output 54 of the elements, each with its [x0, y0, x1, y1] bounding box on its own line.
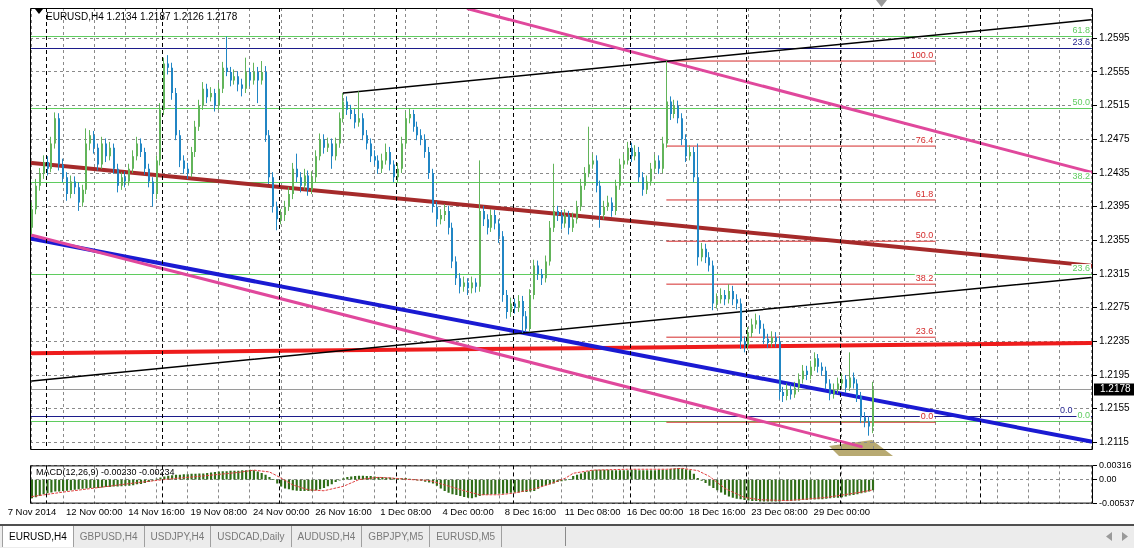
x-tick-label: 7 Nov 2014: [7, 505, 57, 517]
y-tick-label: 1.2595: [1099, 32, 1131, 44]
annotation: 61.8: [1072, 24, 1090, 35]
y-tick-label: 1.2475: [1099, 133, 1131, 145]
x-tick-label: 26 Nov 16:00: [315, 505, 372, 517]
series-label: 38.2: [915, 273, 934, 284]
annotation: 0.0: [1077, 410, 1090, 421]
chart-title: MACD(12,26,9) -0.00230 -0.00234: [36, 467, 175, 478]
x-tick-label: 18 Dec 16:00: [688, 505, 746, 517]
x-tick-label: 16 Dec 00:00: [626, 505, 684, 517]
tab: EURUSD,M5: [430, 526, 503, 547]
x-tick-label: 8 Dec 16:00: [504, 505, 556, 517]
y-tick-label: 1.2515: [1099, 99, 1131, 111]
annotation: 0.0: [1059, 405, 1073, 416]
y-tick-label: 1.2115: [1099, 436, 1130, 448]
x-tick-label: 19 Nov 08:00: [190, 505, 248, 517]
y-tick-label: 1.2195: [1099, 368, 1131, 380]
tab: USDCAD,Daily: [211, 526, 292, 547]
y-tick-label: 1.2155: [1099, 402, 1131, 414]
y-tick-label: 0.00316: [1099, 459, 1132, 470]
x-tick-label: 23 Dec 08:00: [751, 505, 808, 517]
series-label: 100.0: [910, 50, 934, 61]
annotation: 38.2: [1072, 171, 1090, 182]
series-label: 23.6: [915, 326, 934, 337]
x-tick-label: 12 Nov 00:00: [65, 505, 123, 517]
tab: GBPUSD,H4: [73, 526, 145, 547]
annotation: 23.6: [1072, 263, 1090, 274]
series-label: 76.4: [915, 135, 934, 146]
y-tick-label: 1.2435: [1099, 166, 1131, 178]
y-tick-label: 1.2555: [1099, 65, 1131, 77]
y-tick-label: 1.2395: [1099, 200, 1131, 212]
y-tick-label: 1.2275: [1099, 301, 1131, 313]
x-tick-label: 4 Dec 00:00: [442, 505, 494, 517]
x-tick-label: 11 Dec 08:00: [564, 505, 621, 517]
y-tick-label: 0.00: [1099, 474, 1117, 485]
y-tick-label: 1.2315: [1099, 267, 1131, 279]
x-tick-label: 24 Nov 00:00: [252, 505, 310, 517]
x-tick-label: 14 Nov 16:00: [128, 505, 185, 517]
series-label: 50.0: [915, 230, 934, 241]
series-label: 61.8: [915, 188, 934, 199]
tab: GBPJPY,M5: [362, 526, 431, 547]
y-tick-label: 1.2355: [1099, 234, 1131, 246]
tab: EURUSD,H4: [2, 526, 74, 547]
x-tick-label: 29 Dec 00:00: [813, 505, 871, 517]
tab: USDJPY,H4: [144, 526, 212, 547]
x-tick-label: 1 Dec 08:00: [380, 505, 432, 517]
annotation: 23.6: [1072, 37, 1090, 48]
tab: AUDUSD,H4: [291, 526, 363, 547]
ref-line-label: 1.2178: [1100, 383, 1132, 395]
y-tick-label: 1.2235: [1099, 335, 1131, 347]
annotation: 50.0: [1072, 97, 1090, 108]
chart-title: EURUSD,H4 1.2134 1.2187 1.2126 1.2178: [46, 10, 238, 22]
y-tick-label: -0.00537: [1099, 498, 1134, 509]
series-label: 0.0: [920, 411, 934, 422]
